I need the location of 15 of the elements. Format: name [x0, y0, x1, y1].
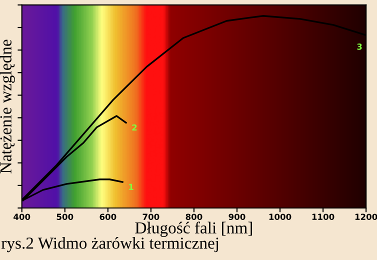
x-tick-label: 900	[228, 214, 246, 220]
x-tick-label: 600	[100, 214, 116, 220]
x-tick-label: 1200	[355, 214, 377, 220]
series-label: 3	[357, 44, 362, 50]
x-tick-label: 700	[142, 214, 160, 220]
x-tick-label: 500	[56, 214, 74, 220]
x-axis-title: Długość fali [nm]	[135, 222, 252, 237]
series-label: 2	[132, 124, 137, 131]
text: rys.2 Widmo żarówki termicznej	[1, 237, 218, 252]
x-tick-label: 800	[186, 214, 202, 220]
x-tick-label: 1000	[269, 214, 292, 220]
x-tick-label: 400	[14, 214, 30, 220]
x-tick-label: 1100	[312, 214, 334, 220]
series-label: 1	[129, 184, 134, 190]
y-axis-title: Natężenie względne	[0, 40, 15, 174]
